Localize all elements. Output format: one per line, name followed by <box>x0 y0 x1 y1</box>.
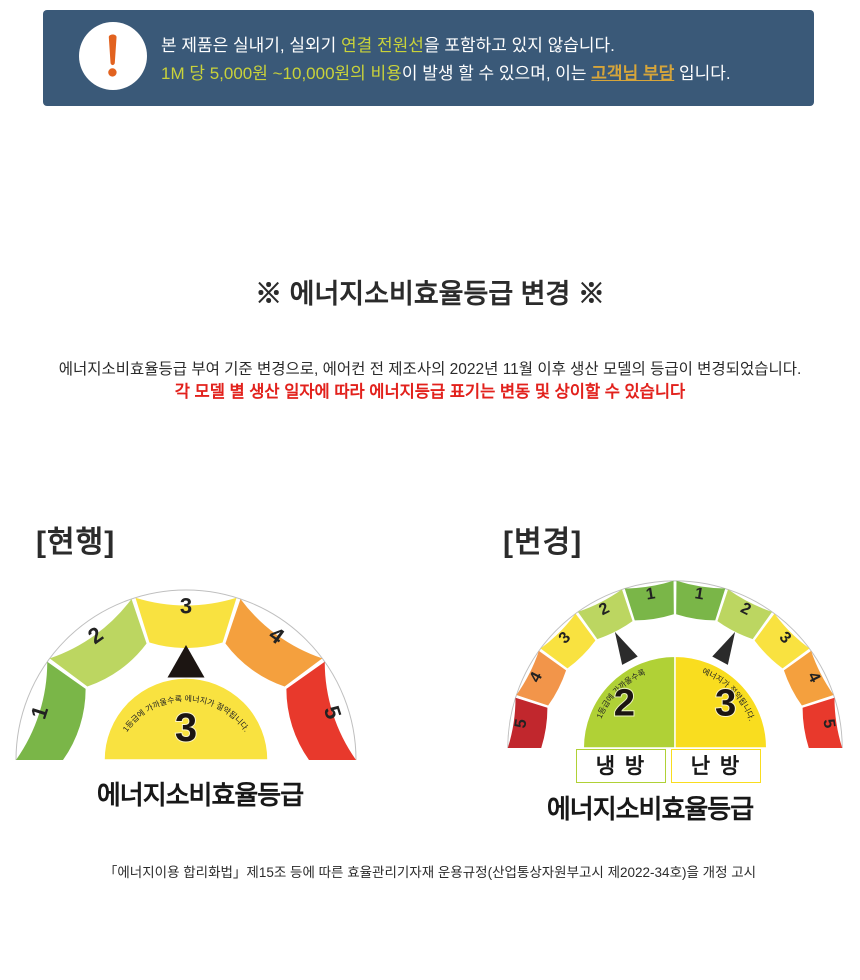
svg-text:2: 2 <box>614 682 635 725</box>
svg-text:3: 3 <box>715 682 736 725</box>
svg-text:3: 3 <box>180 593 192 618</box>
svg-text:3: 3 <box>175 706 197 750</box>
